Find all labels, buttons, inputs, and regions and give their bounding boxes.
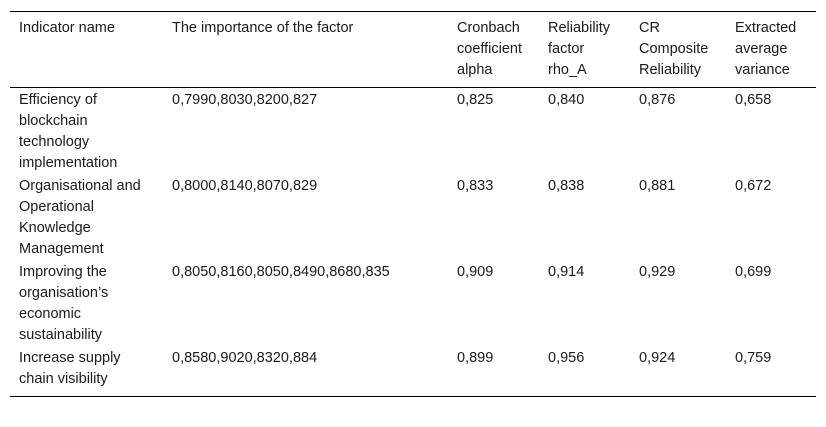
cell-cronbach-alpha: 0,899 [457, 350, 494, 366]
header-composite-reliability: CR Composite Reliability [639, 20, 709, 78]
table-row: Increase supply chain visibility 0,8580,… [10, 346, 816, 397]
cell-composite-reliability: 0,876 [639, 92, 676, 108]
cell-composite-reliability: 0,881 [639, 178, 676, 194]
cell-extracted-variance: 0,672 [735, 178, 772, 194]
cell-extracted-variance: 0,759 [735, 350, 772, 366]
cell-cronbach-alpha: 0,909 [457, 264, 494, 280]
cell-extracted-variance: 0,699 [735, 264, 772, 280]
cell-cronbach-alpha: 0,833 [457, 178, 494, 194]
cell-rho-a: 0,914 [548, 264, 585, 280]
cell-rho-a: 0,838 [548, 178, 585, 194]
cell-rho-a: 0,956 [548, 350, 585, 366]
cell-rho-a: 0,840 [548, 92, 585, 108]
table-row: Improving the organisation’s economic su… [10, 260, 816, 346]
cell-composite-reliability: 0,924 [639, 350, 676, 366]
cell-indicator-name: Efficiency of blockchain technology impl… [19, 92, 118, 171]
header-factor-importance: The importance of the factor [172, 20, 354, 36]
cell-extracted-variance: 0,658 [735, 92, 772, 108]
header-cronbach-alpha: Cronbach coefficient alpha [457, 20, 523, 78]
reliability-table: Indicator name The importance of the fac… [10, 11, 816, 397]
reliability-table-container: Indicator name The importance of the fac… [10, 11, 816, 397]
cell-cronbach-alpha: 0,825 [457, 92, 494, 108]
header-extracted-variance: Extracted average variance [735, 20, 797, 78]
cell-factor-importance: 0,8050,8160,8050,8490,8680,835 [172, 264, 390, 280]
cell-factor-importance: 0,7990,8030,8200,827 [172, 92, 318, 108]
cell-indicator-name: Increase supply chain visibility [19, 350, 121, 387]
table-header-row: Indicator name The importance of the fac… [10, 11, 816, 88]
table-row: Organisational and Operational Knowledge… [10, 174, 816, 260]
cell-indicator-name: Improving the organisation’s economic su… [19, 264, 109, 343]
cell-factor-importance: 0,8000,8140,8070,829 [172, 178, 318, 194]
cell-composite-reliability: 0,929 [639, 264, 676, 280]
table-row: Efficiency of blockchain technology impl… [10, 88, 816, 175]
header-rho-a: Reliability factor rho_A [548, 20, 611, 78]
header-indicator-name: Indicator name [19, 20, 115, 36]
cell-factor-importance: 0,8580,9020,8320,884 [172, 350, 318, 366]
cell-indicator-name: Organisational and Operational Knowledge… [19, 178, 141, 257]
